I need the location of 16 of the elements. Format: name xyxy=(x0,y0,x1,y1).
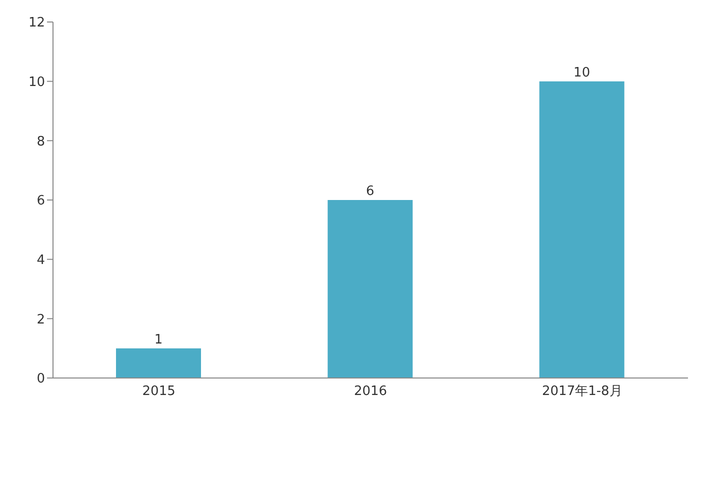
y-tick-label: 8 xyxy=(36,134,45,150)
y-tick-label: 12 xyxy=(28,16,45,31)
data-label: 1 xyxy=(154,332,163,348)
bar xyxy=(116,348,201,378)
y-tick-label: 10 xyxy=(28,74,45,90)
y-tick-label: 6 xyxy=(36,194,45,209)
x-tick-label: 2015 xyxy=(142,384,176,400)
data-label: 6 xyxy=(366,184,374,199)
y-tick-label: 0 xyxy=(36,372,45,387)
data-label: 10 xyxy=(574,65,590,80)
y-tick-label: 2 xyxy=(36,312,45,328)
x-tick-label: 2017年1-8月 xyxy=(542,384,622,400)
y-tick-label: 4 xyxy=(36,252,45,268)
bar xyxy=(539,81,624,378)
x-tick-label: 2016 xyxy=(354,384,388,400)
bar xyxy=(328,200,413,378)
